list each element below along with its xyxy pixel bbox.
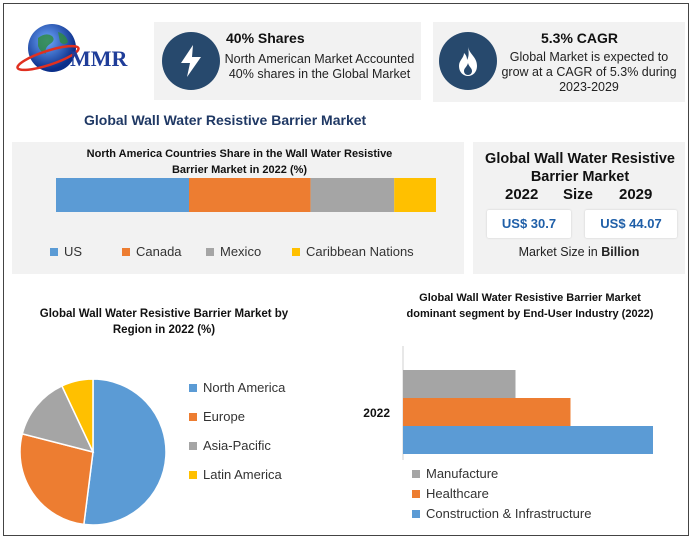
stat-card-share: 40% Shares North American Market Account… xyxy=(154,22,421,100)
market-size-title: Global Wall Water Resistive Barrier Mark… xyxy=(485,151,675,185)
year-end: 2029 xyxy=(619,186,653,203)
year-start: 2022 xyxy=(505,186,539,203)
market-size-footer: Market Size in Billion xyxy=(473,245,685,259)
segment-legend: Manufacture Healthcare Construction & Infr… xyxy=(406,466,666,528)
pie-slice xyxy=(19,432,94,526)
bar-segment xyxy=(189,178,311,212)
stacked-legend: US Canada Mexico Caribbean Nations xyxy=(50,244,460,262)
legend-label: Manufacture xyxy=(426,466,499,481)
pie-chart xyxy=(19,378,167,526)
legend-label: Caribbean Nations xyxy=(306,244,414,259)
legend-swatch xyxy=(206,247,214,256)
legend-swatch xyxy=(50,247,58,256)
legend-swatch xyxy=(412,489,420,498)
stacked-bar-chart xyxy=(56,178,436,212)
legend-item: US xyxy=(50,244,82,259)
mmr-logo: MMR xyxy=(14,18,149,80)
pie-slice xyxy=(60,378,94,453)
segment-title: Global Wall Water Resistive Barrier Mark… xyxy=(406,292,654,320)
legend-item: Healthcare xyxy=(412,486,489,501)
legend-swatch xyxy=(292,247,300,256)
stat-text: Global Market is expected to grow at a C… xyxy=(501,50,677,94)
legend-item: Canada xyxy=(122,244,182,259)
legend-item: Manufacture xyxy=(412,466,498,481)
legend-label: Canada xyxy=(136,244,182,259)
bar-segment xyxy=(56,178,189,212)
legend-label: Mexico xyxy=(220,244,262,259)
legend-label: Asia-Pacific xyxy=(203,438,271,453)
segment-bar-chart: 2022 xyxy=(363,346,653,460)
bar xyxy=(403,398,571,426)
category-label: 2022 xyxy=(363,406,390,420)
legend-label: North America xyxy=(203,380,286,395)
legend-swatch xyxy=(189,470,197,479)
legend-item: Construction & Infrastructure xyxy=(412,506,591,521)
legend-swatch xyxy=(122,247,130,256)
bar-segment xyxy=(310,178,395,212)
value-end: US$ 44.07 xyxy=(585,210,677,238)
legend-label: Europe xyxy=(203,409,245,424)
chart-title: North America Countries Share in the Wal… xyxy=(86,148,393,176)
flame-icon xyxy=(439,32,497,90)
legend-label: Latin America xyxy=(203,467,282,482)
pie-slice xyxy=(83,378,167,526)
pie-title: Global Wall Water Resistive Barrier Mark… xyxy=(39,308,289,336)
legend-item: Caribbean Nations xyxy=(292,244,414,259)
bar xyxy=(403,426,653,454)
market-size-panel: Global Wall Water Resistive Barrier Mark… xyxy=(473,142,685,274)
legend-item: Europe xyxy=(189,409,245,424)
globe-icon xyxy=(16,24,80,72)
bar xyxy=(403,370,516,398)
legend-label: Construction & Infrastructure xyxy=(426,506,592,521)
pie-slice xyxy=(21,384,95,454)
infographic-frame: MMR 40% Shares North American Market Acc… xyxy=(3,3,689,536)
footer-unit: Billion xyxy=(601,245,640,259)
legend-swatch xyxy=(189,441,197,450)
footer-prefix: Market Size in xyxy=(518,245,602,259)
legend-item: North America xyxy=(189,380,285,395)
stat-title: 40% Shares xyxy=(226,30,305,46)
stat-title: 5.3% CAGR xyxy=(541,30,619,46)
legend-swatch xyxy=(412,509,420,518)
legend-swatch xyxy=(189,383,197,392)
bar-segment xyxy=(394,178,436,212)
legend-label: Healthcare xyxy=(426,486,489,501)
legend-label: US xyxy=(64,244,83,259)
country-share-panel: North America Countries Share in the Wal… xyxy=(12,142,464,274)
lightning-icon xyxy=(162,32,220,90)
legend-swatch xyxy=(189,412,197,421)
main-title: Global Wall Water Resistive Barrier Mark… xyxy=(84,112,367,128)
legend-item: Mexico xyxy=(206,244,261,259)
stat-card-cagr: 5.3% CAGR Global Market is expected to g… xyxy=(433,22,685,102)
value-start: US$ 30.7 xyxy=(487,210,571,238)
legend-item: Latin America xyxy=(189,467,282,482)
pie-legend: North America Europe Asia-Pacific Latin Ame… xyxy=(189,380,319,500)
legend-item: Asia-Pacific xyxy=(189,438,271,453)
logo-text: MMR xyxy=(70,46,128,71)
stat-text: North American Market Accounted 40% shar… xyxy=(224,52,415,81)
size-label: Size xyxy=(563,186,594,203)
legend-swatch xyxy=(412,469,420,478)
